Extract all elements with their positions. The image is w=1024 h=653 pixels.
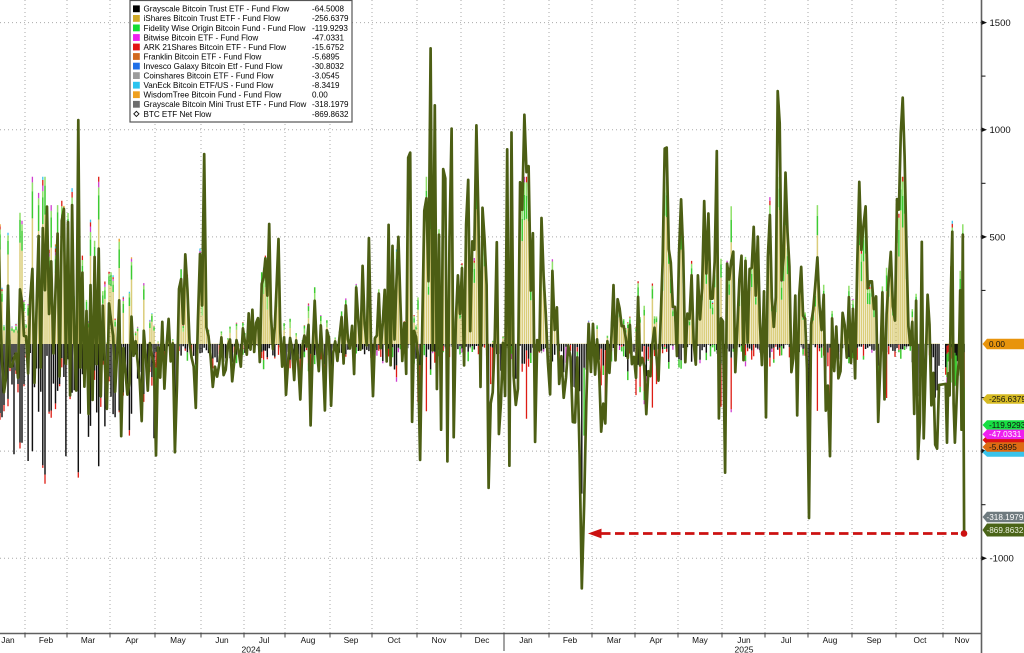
svg-text:Feb: Feb (563, 635, 578, 645)
svg-text:WisdomTree Bitcoin Fund - Fund: WisdomTree Bitcoin Fund - Fund Flow (144, 91, 282, 100)
svg-text:-256.6379: -256.6379 (312, 14, 349, 23)
svg-text:Jan: Jan (519, 635, 533, 645)
svg-text:-15.6752: -15.6752 (312, 43, 344, 52)
svg-text:-869.8632: -869.8632 (312, 110, 349, 119)
svg-text:iShares Bitcoin Trust ETF - Fu: iShares Bitcoin Trust ETF - Fund Flow (144, 14, 281, 23)
svg-text:2025: 2025 (735, 645, 754, 653)
svg-text:Sep: Sep (867, 635, 882, 645)
svg-text:-256.6379: -256.6379 (989, 395, 1024, 404)
svg-text:-1000: -1000 (990, 554, 1014, 565)
svg-text:-119.9293: -119.9293 (989, 421, 1024, 430)
svg-text:Invesco Galaxy Bitcoin Etf - F: Invesco Galaxy Bitcoin Etf - Fund Flow (144, 62, 283, 71)
svg-text:Apr: Apr (126, 635, 139, 645)
svg-text:1500: 1500 (990, 18, 1011, 29)
svg-text:Apr: Apr (650, 635, 663, 645)
svg-text:-47.0331: -47.0331 (312, 33, 344, 42)
svg-text:Grayscale Bitcoin Mini Trust E: Grayscale Bitcoin Mini Trust ETF - Fund … (144, 100, 307, 109)
svg-text:Nov: Nov (955, 635, 971, 645)
svg-text:Aug: Aug (823, 635, 838, 645)
svg-text:Aug: Aug (301, 635, 316, 645)
svg-text:-869.8632: -869.8632 (987, 526, 1024, 535)
svg-text:Jan: Jan (1, 635, 15, 645)
svg-text:Oct: Oct (388, 635, 402, 645)
svg-text:-119.9293: -119.9293 (312, 24, 348, 33)
svg-text:Feb: Feb (39, 635, 54, 645)
svg-text:-64.5008: -64.5008 (312, 5, 344, 14)
svg-text:Fidelity Wise Origin Bitcoin F: Fidelity Wise Origin Bitcoin Fund - Fund… (144, 24, 306, 33)
svg-text:Mar: Mar (607, 635, 622, 645)
svg-text:-5.6895: -5.6895 (989, 443, 1017, 452)
svg-text:Jul: Jul (259, 635, 270, 645)
svg-text:0.00: 0.00 (989, 340, 1005, 349)
svg-text:2024: 2024 (242, 645, 261, 653)
svg-text:May: May (692, 635, 709, 645)
svg-text:Mar: Mar (81, 635, 96, 645)
svg-text:-47.0331: -47.0331 (989, 430, 1022, 439)
svg-text:-30.8032: -30.8032 (312, 62, 344, 71)
svg-text:Jun: Jun (737, 635, 751, 645)
svg-text:Jun: Jun (215, 635, 229, 645)
svg-text:500: 500 (990, 232, 1006, 243)
svg-text:0.00: 0.00 (312, 91, 328, 100)
svg-text:ARK 21Shares Bitcoin ETF - Fun: ARK 21Shares Bitcoin ETF - Fund Flow (144, 43, 287, 52)
svg-text:-5.6895: -5.6895 (312, 52, 340, 61)
svg-text:-318.1979: -318.1979 (312, 100, 349, 109)
svg-text:Grayscale Bitcoin Trust ETF -: Grayscale Bitcoin Trust ETF - Fund Flow (144, 5, 290, 14)
svg-text:-8.3419: -8.3419 (312, 81, 340, 90)
svg-text:Dec: Dec (475, 635, 490, 645)
svg-text:Bitwise Bitcoin ETF - Fund Flo: Bitwise Bitcoin ETF - Fund Flow (144, 33, 259, 42)
svg-text:Coinshares Bitcoin ETF - Fund: Coinshares Bitcoin ETF - Fund Flow (144, 72, 274, 81)
svg-text:1000: 1000 (990, 125, 1011, 136)
svg-text:Franklin Bitcoin ETF - Fund Fl: Franklin Bitcoin ETF - Fund Flow (144, 52, 262, 61)
svg-text:-318.1979: -318.1979 (987, 513, 1024, 522)
svg-text:Oct: Oct (914, 635, 928, 645)
svg-text:Jul: Jul (781, 635, 792, 645)
svg-text:May: May (170, 635, 187, 645)
svg-text:-3.0545: -3.0545 (312, 72, 340, 81)
svg-text:Nov: Nov (432, 635, 448, 645)
svg-text:BTC ETF Net Flow: BTC ETF Net Flow (144, 110, 212, 119)
svg-text:Sep: Sep (344, 635, 359, 645)
svg-text:VanEck Bitcoin ETF/US - Fund F: VanEck Bitcoin ETF/US - Fund Flow (144, 81, 274, 90)
